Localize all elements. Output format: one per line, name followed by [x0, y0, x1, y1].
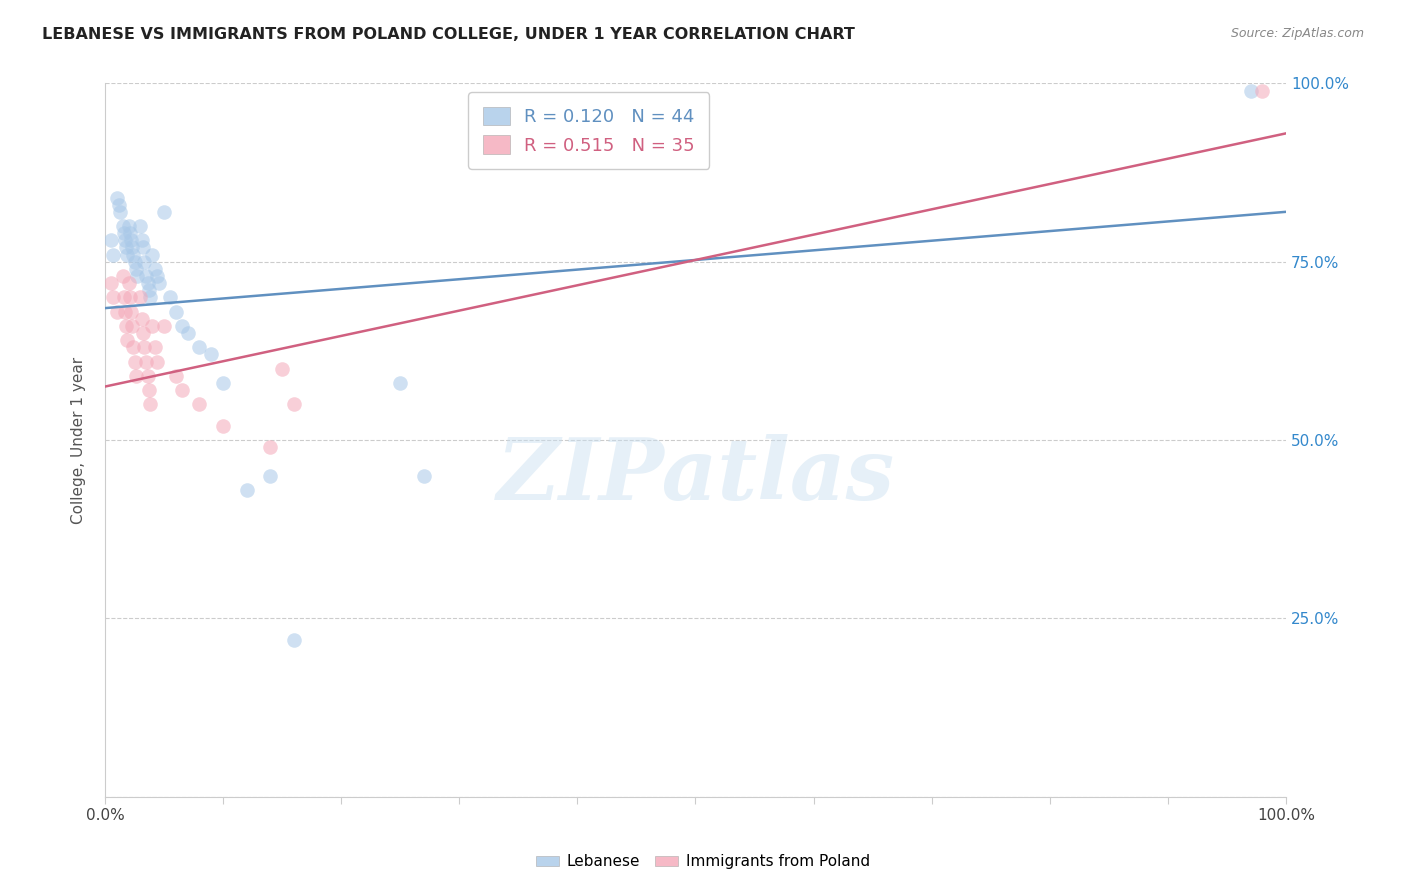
Point — [120, 304, 142, 318]
Point — [122, 340, 145, 354]
Text: ZIPatlas: ZIPatlas — [496, 434, 894, 517]
Point — [105, 304, 128, 318]
Point — [146, 268, 169, 283]
Point — [170, 318, 193, 333]
Point — [114, 233, 136, 247]
Point — [135, 354, 157, 368]
Point — [117, 247, 139, 261]
Point — [114, 304, 136, 318]
Point — [135, 268, 157, 283]
Point — [131, 233, 153, 247]
Point — [1251, 84, 1274, 98]
Point — [112, 226, 135, 240]
Point — [165, 368, 187, 383]
Point — [159, 290, 181, 304]
Point — [118, 226, 141, 240]
Point — [1239, 84, 1261, 98]
Point — [115, 240, 138, 254]
Point — [124, 354, 146, 368]
Point — [120, 233, 142, 247]
Point — [117, 333, 139, 347]
Point — [259, 468, 281, 483]
Point — [111, 268, 134, 283]
Point — [389, 376, 412, 390]
Point — [117, 219, 139, 233]
Point — [111, 219, 134, 233]
Point — [412, 468, 434, 483]
Point — [136, 368, 159, 383]
Point — [125, 368, 148, 383]
Point — [125, 268, 148, 283]
Point — [212, 418, 235, 433]
Point — [115, 318, 138, 333]
Point — [139, 397, 162, 411]
Point — [283, 397, 305, 411]
Point — [125, 261, 148, 276]
Point — [146, 354, 169, 368]
Text: LEBANESE VS IMMIGRANTS FROM POLAND COLLEGE, UNDER 1 YEAR CORRELATION CHART: LEBANESE VS IMMIGRANTS FROM POLAND COLLE… — [42, 27, 855, 42]
Point — [143, 340, 166, 354]
Point — [132, 254, 155, 268]
Point — [271, 361, 294, 376]
Point — [283, 632, 305, 647]
Point — [188, 340, 211, 354]
Point — [121, 240, 143, 254]
Point — [105, 190, 128, 204]
Point — [118, 290, 141, 304]
Point — [259, 440, 281, 454]
Point — [143, 261, 166, 276]
Point — [148, 276, 170, 290]
Point — [132, 326, 155, 340]
Point — [141, 247, 163, 261]
Point — [212, 376, 235, 390]
Point — [100, 233, 122, 247]
Point — [138, 283, 160, 297]
Point — [200, 347, 222, 361]
Point — [129, 219, 152, 233]
Point — [153, 204, 176, 219]
Point — [132, 340, 155, 354]
Point — [136, 276, 159, 290]
Point — [170, 383, 193, 397]
Legend: R = 0.120   N = 44, R = 0.515   N = 35: R = 0.120 N = 44, R = 0.515 N = 35 — [468, 93, 710, 169]
Point — [188, 397, 211, 411]
Point — [132, 240, 155, 254]
Point — [165, 304, 187, 318]
Point — [153, 318, 176, 333]
Point — [124, 254, 146, 268]
Point — [103, 290, 125, 304]
Point — [100, 276, 122, 290]
Point — [235, 483, 257, 497]
Point — [131, 311, 153, 326]
Point — [112, 290, 135, 304]
Point — [121, 318, 143, 333]
Point — [108, 197, 131, 211]
Y-axis label: College, Under 1 year: College, Under 1 year — [72, 357, 86, 524]
Point — [110, 204, 132, 219]
Text: Source: ZipAtlas.com: Source: ZipAtlas.com — [1230, 27, 1364, 40]
Point — [117, 276, 139, 290]
Point — [129, 290, 152, 304]
Legend: Lebanese, Immigrants from Poland: Lebanese, Immigrants from Poland — [530, 848, 876, 875]
Point — [103, 247, 125, 261]
Point — [122, 247, 145, 261]
Point — [176, 326, 198, 340]
Point — [139, 290, 162, 304]
Point — [141, 318, 163, 333]
Point — [138, 383, 160, 397]
